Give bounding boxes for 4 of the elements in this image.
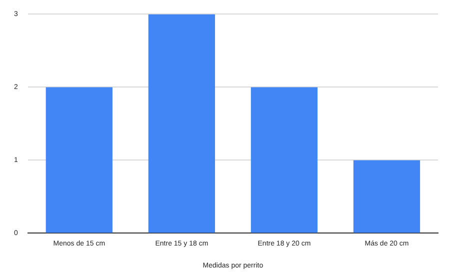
bar [353, 160, 420, 233]
bar [46, 87, 112, 233]
bar [148, 14, 216, 233]
bar [250, 87, 318, 233]
